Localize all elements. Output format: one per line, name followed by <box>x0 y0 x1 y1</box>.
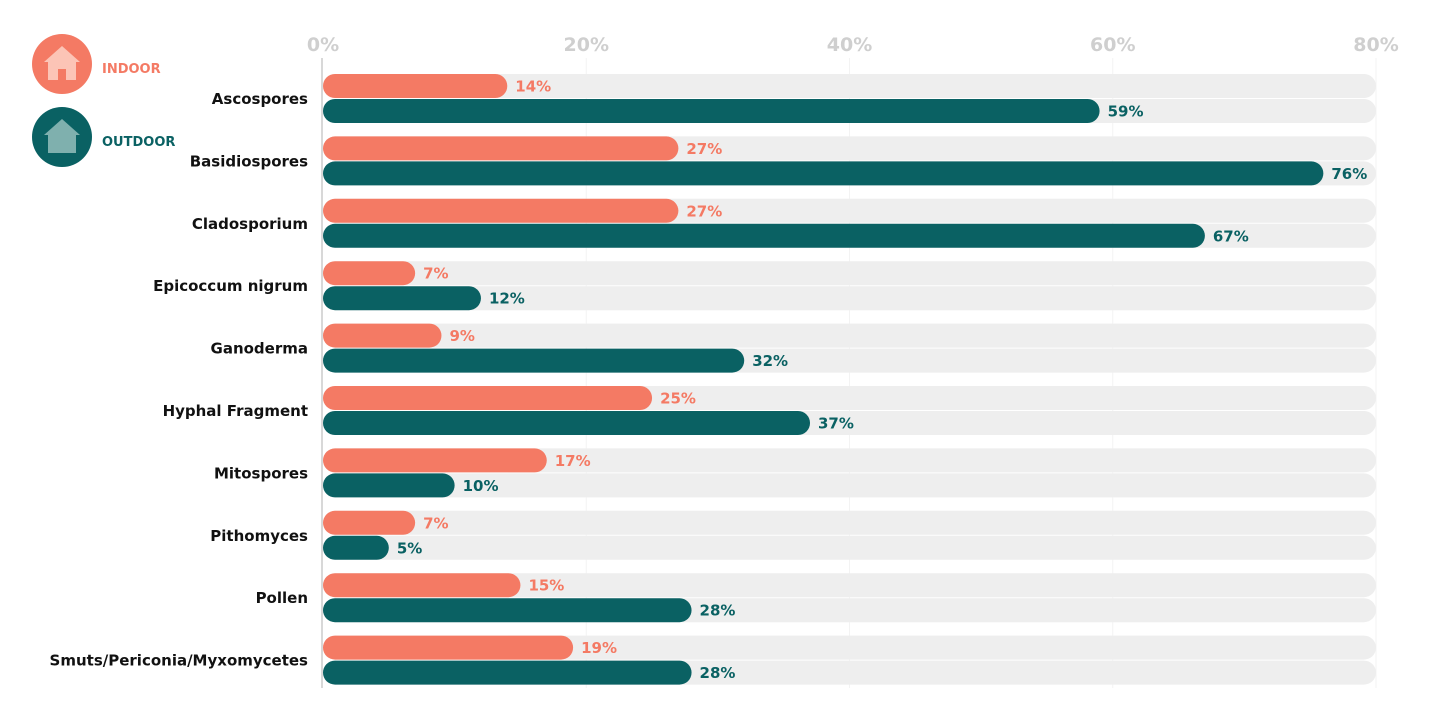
bar-outdoor <box>323 535 389 560</box>
category-label: Ganoderma <box>211 340 308 358</box>
bar-track <box>323 286 1376 311</box>
x-tick-label: 20% <box>564 34 609 56</box>
legend-item-indoor: INDOOR <box>32 34 161 94</box>
value-label-indoor: 27% <box>686 202 722 220</box>
house-icon <box>44 46 80 80</box>
bar-track <box>323 473 1376 498</box>
bar-indoor <box>323 635 574 660</box>
value-labels: 14% 59% 27% 76% 27% 67% 7% 12% 9% 32% 25% 37% 17% 10%… <box>397 78 1367 683</box>
value-label-indoor: 27% <box>686 140 722 158</box>
value-label-indoor: 17% <box>555 452 591 470</box>
bar-indoor <box>323 198 679 223</box>
value-label-outdoor: 37% <box>818 415 854 433</box>
bar-outdoor <box>323 473 455 498</box>
legend-item-outdoor: OUTDOOR <box>32 107 175 167</box>
bar-indoor <box>323 323 442 348</box>
bar-indoor <box>323 136 679 161</box>
bar-track <box>323 448 1376 473</box>
bar-outdoor <box>323 161 1324 186</box>
value-label-outdoor: 28% <box>700 664 736 682</box>
category-label: Ascospores <box>212 90 308 108</box>
bar-outdoor <box>323 598 692 623</box>
value-label-indoor: 14% <box>515 78 551 96</box>
legend: INDOOR OUTDOOR <box>32 34 175 167</box>
bar-track <box>323 74 1376 98</box>
bar-outdoor <box>323 223 1205 248</box>
value-label-outdoor: 76% <box>1331 165 1367 183</box>
bar-indoor <box>323 573 521 598</box>
category-label: Basidiospores <box>190 152 308 170</box>
category-label: Epicoccum nigrum <box>153 277 308 295</box>
bar-indoor <box>323 386 653 410</box>
bar-indoor <box>323 510 416 535</box>
bar-outdoor <box>323 348 745 373</box>
value-label-indoor: 25% <box>660 390 696 408</box>
house-door <box>58 69 66 80</box>
x-tick-label: 0% <box>307 34 339 56</box>
bar-track <box>323 510 1376 535</box>
bar-indoor <box>323 74 508 98</box>
bar-outdoor <box>323 286 481 311</box>
value-label-outdoor: 67% <box>1213 227 1249 245</box>
value-label-outdoor: 10% <box>463 477 499 495</box>
category-labels: Ascospores Basidiospores Cladosporium Epico… <box>50 90 309 670</box>
x-tick-label: 80% <box>1353 34 1398 56</box>
value-label-indoor: 9% <box>449 327 474 345</box>
value-label-outdoor: 5% <box>397 539 422 557</box>
legend-label-outdoor: OUTDOOR <box>102 135 175 150</box>
category-label: Mitospores <box>214 464 308 482</box>
house-icon <box>44 119 80 153</box>
bar-track <box>323 323 1376 348</box>
bar-indoor <box>323 261 416 286</box>
category-label: Smuts/Periconia/Myxomycetes <box>50 652 309 670</box>
bar-track <box>323 261 1376 286</box>
value-label-outdoor: 28% <box>700 602 736 620</box>
value-label-outdoor: 12% <box>489 290 525 308</box>
category-label: Hyphal Fragment <box>163 402 308 420</box>
legend-label-indoor: INDOOR <box>102 62 161 77</box>
bar-outdoor <box>323 411 811 435</box>
value-label-indoor: 7% <box>423 514 448 532</box>
value-label-indoor: 15% <box>528 577 564 595</box>
bar-outdoor <box>323 660 692 685</box>
value-label-indoor: 7% <box>423 265 448 283</box>
bars <box>323 74 1324 685</box>
category-label: Pollen <box>256 589 308 607</box>
category-label: Pithomyces <box>210 527 308 545</box>
x-axis-ticks: 0% 20% 40% 60% 80% <box>307 34 1399 56</box>
value-label-outdoor: 59% <box>1108 103 1144 121</box>
category-label: Cladosporium <box>192 215 308 233</box>
bar-indoor <box>323 448 547 473</box>
bar-outdoor <box>323 99 1100 123</box>
bar-track <box>323 535 1376 560</box>
x-tick-label: 60% <box>1090 34 1135 56</box>
bar-track <box>323 573 1376 598</box>
value-label-outdoor: 32% <box>752 352 788 370</box>
x-tick-label: 40% <box>827 34 872 56</box>
bar-track <box>323 635 1376 660</box>
value-label-indoor: 19% <box>581 639 617 657</box>
